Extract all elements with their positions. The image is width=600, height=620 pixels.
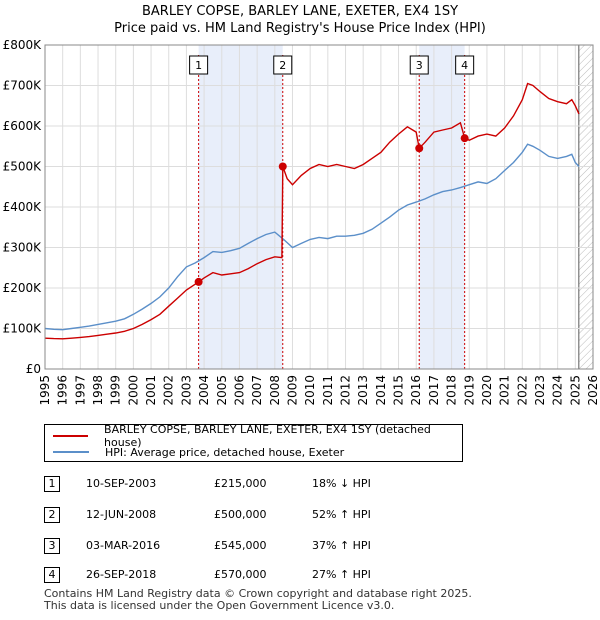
x-tick-label: 2008: [268, 375, 282, 406]
y-tick-label: £300K: [3, 241, 43, 255]
y-tick-label: £200K: [3, 281, 43, 295]
x-tick-label: 2014: [374, 375, 388, 406]
x-tick-label: 2000: [126, 375, 140, 406]
x-tick-label: 2013: [356, 375, 370, 406]
x-tick-label: 2006: [232, 375, 246, 406]
transaction-hpi: 18% ↓ HPI: [312, 477, 371, 490]
chart-subtitle: Price paid vs. HM Land Registry's House …: [114, 21, 486, 36]
sale-point: [415, 144, 424, 153]
transaction-hpi: 27% ↑ HPI: [312, 568, 371, 581]
sale-number-box: [189, 55, 209, 75]
sale-number-label: 2: [279, 59, 286, 72]
x-tick-label: 2003: [179, 375, 193, 406]
x-tick-label: 2011: [321, 375, 335, 406]
transaction-price: £545,000: [214, 539, 267, 552]
y-tick-label: £400K: [3, 200, 43, 214]
x-tick-label: 2020: [480, 375, 494, 406]
x-tick-label: 1999: [109, 375, 123, 406]
legend-label-hpi: HPI: Average price, detached house, Exet…: [105, 445, 345, 459]
sale-number-label: 1: [195, 59, 202, 72]
x-tick-label: 2017: [427, 375, 441, 406]
x-tick-label: 2019: [462, 375, 476, 406]
x-tick-label: 2015: [392, 375, 406, 406]
transaction-date: 10-SEP-2003: [86, 477, 157, 490]
plot-frame: [44, 44, 594, 370]
x-tick-label: 2026: [586, 375, 600, 406]
x-tick-label: 2012: [339, 375, 353, 406]
footer: Contains HM Land Registry data © Crown c…: [44, 588, 472, 612]
legend-label-property: BARLEY COPSE, BARLEY LANE, EXETER, EX4 1…: [104, 423, 431, 449]
x-tick-label: 2022: [515, 375, 529, 406]
x-tick-label: 1996: [56, 375, 70, 406]
x-tick-label: 1998: [91, 375, 105, 406]
y-tick-label: £0: [26, 362, 41, 376]
x-tick-label: 1995: [38, 375, 52, 406]
price-chart: £0 £100K £200K £300K £400K £500K £600K £700K £80…: [3, 38, 600, 406]
x-tick-label: 2004: [197, 375, 211, 406]
footer-license: This data is licensed under the Open Gov…: [44, 599, 395, 612]
transaction-date: 03-MAR-2016: [86, 539, 161, 552]
x-tick-label: 2010: [303, 375, 317, 406]
x-tick-label: 2025: [568, 375, 582, 406]
chart-legend: BARLEY COPSE, BARLEY LANE, EXETER, EX4 1…: [44, 423, 463, 462]
y-tick-label: £700K: [3, 79, 43, 93]
transaction-number: 1: [44, 476, 60, 492]
sale-point: [194, 277, 203, 286]
legend-line-blue: [53, 451, 89, 453]
transaction-row: 3 03-MAR-2016 £545,000 37% ↑ HPI: [44, 538, 464, 556]
x-tick-label: 2007: [250, 375, 264, 406]
legend-item-hpi: HPI: Average price, detached house, Exet…: [53, 445, 344, 459]
sale-number-box: [409, 55, 429, 75]
transaction-price: £570,000: [214, 568, 267, 581]
transaction-hpi: 37% ↑ HPI: [312, 539, 371, 552]
transaction-price: £500,000: [214, 508, 267, 521]
y-tick-label: £500K: [3, 160, 43, 174]
transaction-date: 26-SEP-2018: [86, 568, 157, 581]
sale-number-box: [455, 55, 475, 75]
x-tick-label: 2002: [162, 375, 176, 406]
transaction-price: £215,000: [214, 477, 267, 490]
x-tick-label: 2016: [409, 375, 423, 406]
x-tick-label: 1997: [73, 375, 87, 406]
footer-copyright: Contains HM Land Registry data © Crown c…: [44, 587, 472, 600]
sale-point: [278, 162, 287, 171]
y-tick-label: £600K: [3, 119, 43, 133]
sale-number-label: 4: [461, 59, 468, 72]
transaction-date: 12-JUN-2008: [86, 508, 157, 521]
series-line: [44, 82, 580, 340]
transaction-row: 2 12-JUN-2008 £500,000 52% ↑ HPI: [44, 507, 464, 525]
legend-item-property: BARLEY COPSE, BARLEY LANE, EXETER, EX4 1…: [53, 423, 462, 449]
transaction-row: 4 26-SEP-2018 £570,000 27% ↑ HPI: [44, 567, 464, 585]
x-tick-label: 2005: [215, 375, 229, 406]
legend-line-red: [53, 435, 89, 437]
sale-number-label: 3: [416, 59, 423, 72]
sale-number-box: [273, 55, 293, 75]
transaction-row: 1 10-SEP-2003 £215,000 18% ↓ HPI: [44, 476, 464, 494]
x-tick-label: 2021: [498, 375, 512, 406]
x-tick-label: 2024: [551, 375, 565, 406]
y-tick-label: £100K: [3, 322, 43, 336]
sale-point: [460, 134, 469, 143]
transaction-number: 3: [44, 538, 60, 554]
x-tick-label: 2023: [533, 375, 547, 406]
x-tick-label: 2018: [445, 375, 459, 406]
y-tick-label: £800K: [3, 38, 43, 52]
transaction-hpi: 52% ↑ HPI: [312, 508, 371, 521]
x-tick-label: 2001: [144, 375, 158, 406]
series-line: [44, 143, 580, 331]
chart-title: BARLEY COPSE, BARLEY LANE, EXETER, EX4 1…: [141, 4, 459, 19]
transaction-number: 2: [44, 507, 60, 523]
x-tick-label: 2009: [285, 375, 299, 406]
transaction-number: 4: [44, 567, 60, 583]
